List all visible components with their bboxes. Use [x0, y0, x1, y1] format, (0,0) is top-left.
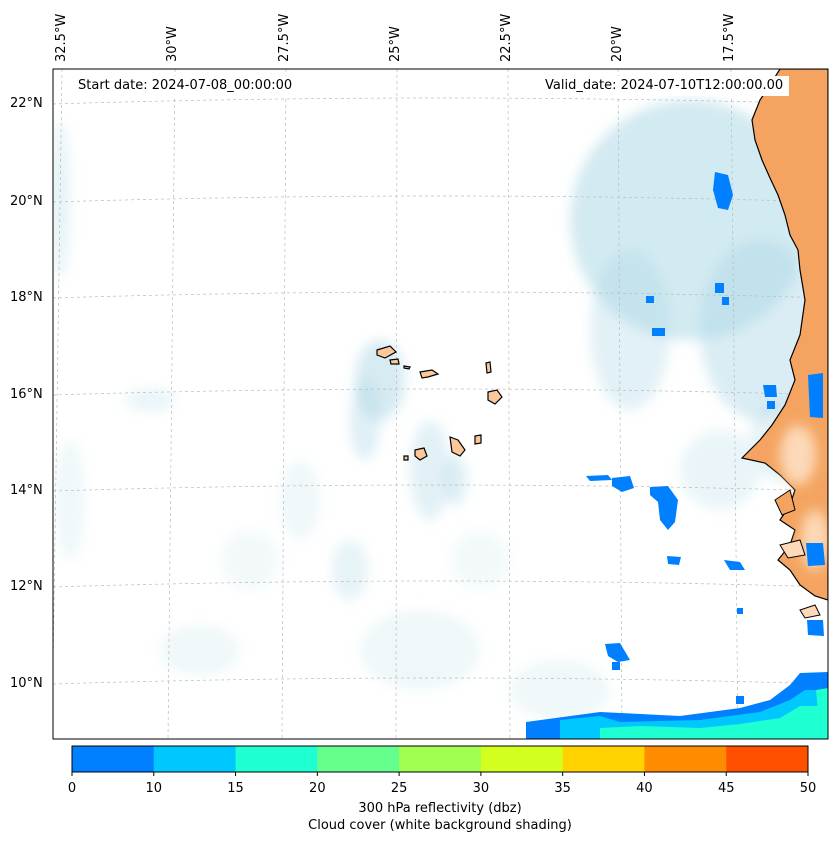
colorbar-frame [71, 745, 809, 773]
longitude-label: 20°W [610, 26, 625, 62]
colorbar-tick-label: 15 [227, 781, 244, 796]
colorbar-tick-label: 30 [472, 781, 490, 796]
latitude-label: 16°N [10, 387, 43, 402]
colorbar-segment [235, 746, 318, 772]
colorbar-tick-label: 45 [717, 781, 735, 796]
colorbar-segment [399, 746, 482, 772]
colorbar-tick-label: 35 [554, 781, 571, 796]
reflectivity-layer [526, 172, 828, 739]
longitude-label: 30°W [165, 26, 180, 62]
colorbar-tick-label: 50 [799, 781, 817, 796]
valid-date-label: Valid_date: 2024-07-10T12:00:00.00 [539, 76, 790, 96]
longitude-label: 32.5°W [54, 13, 69, 62]
colorbar-tick-label: 10 [145, 781, 163, 796]
longitude-label: 17.5°W [722, 13, 737, 62]
colorbar-segment [644, 746, 727, 772]
coast-detail [779, 539, 806, 559]
longitude-label: 22.5°W [499, 13, 514, 62]
colorbar-tick-label: 20 [309, 781, 326, 796]
latitude-label: 18°N [10, 290, 43, 305]
colorbar-label: 300 hPa reflectivity (dbz) [358, 801, 522, 816]
colorbar-tick-label: 40 [636, 781, 653, 796]
latitude-label: 14°N [10, 483, 43, 498]
cloud-cover-layer [53, 100, 820, 720]
start-date-label: Start date: 2024-07-08_00:00:00 [72, 76, 299, 96]
colorbar-segment [317, 746, 400, 772]
cape-verde-islands [376, 345, 503, 461]
lighter-land-region [780, 425, 816, 485]
longitude-label: 25°W [388, 26, 403, 62]
longitude-label: 27.5°W [277, 13, 292, 62]
colorbar-tick-label: 25 [390, 781, 408, 796]
colorbar-sublabel: Cloud cover (white background shading) [308, 818, 572, 833]
graticule [53, 69, 828, 739]
reflectivity-colorbar [71, 745, 809, 776]
latitude-label: 10°N [10, 676, 43, 691]
colorbar-segment [726, 746, 809, 772]
colorbar-segment [480, 746, 564, 772]
latitude-label: 22°N [10, 96, 43, 111]
coast-detail [799, 604, 821, 619]
latitude-label: 12°N [10, 579, 43, 594]
colorbar-segment [562, 746, 645, 772]
colorbar-segment [72, 746, 155, 772]
latitude-label: 20°N [10, 194, 43, 209]
colorbar-tick-label: 0 [67, 781, 77, 796]
coast-detail [774, 489, 796, 516]
colorbar-segment [153, 746, 237, 772]
map-frame [52, 68, 829, 740]
